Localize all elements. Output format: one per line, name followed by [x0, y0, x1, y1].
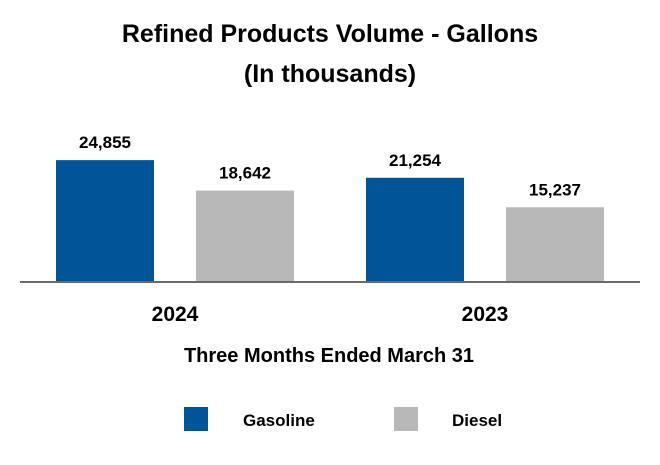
bar-diesel-2024: [196, 190, 294, 282]
x-axis-title: Three Months Ended March 31: [184, 345, 474, 367]
x-tick-labels: 2024 2023: [152, 303, 509, 326]
data-label-diesel-2023: 15,237: [529, 180, 581, 199]
bar-diesel-2023: [506, 207, 604, 282]
legend-swatch-diesel: [394, 407, 418, 431]
legend-swatch-gasoline: [184, 407, 208, 431]
bars-layer: 24,855 18,642 21,254 15,237: [56, 133, 604, 282]
chart-subtitle: (In thousands): [244, 60, 416, 88]
data-label-gasoline-2023: 21,254: [389, 151, 442, 170]
bar-gasoline-2024: [56, 160, 154, 282]
data-label-gasoline-2024: 24,855: [79, 133, 131, 152]
legend-label-diesel: Diesel: [452, 411, 502, 430]
bar-gasoline-2023: [366, 177, 464, 282]
x-tick-label-2023: 2023: [462, 303, 509, 326]
legend: Gasoline Diesel: [184, 407, 502, 431]
data-label-diesel-2024: 18,642: [219, 164, 271, 183]
x-tick-label-2024: 2024: [152, 303, 199, 326]
chart-title: Refined Products Volume - Gallons: [122, 20, 538, 48]
legend-label-gasoline: Gasoline: [243, 411, 315, 430]
